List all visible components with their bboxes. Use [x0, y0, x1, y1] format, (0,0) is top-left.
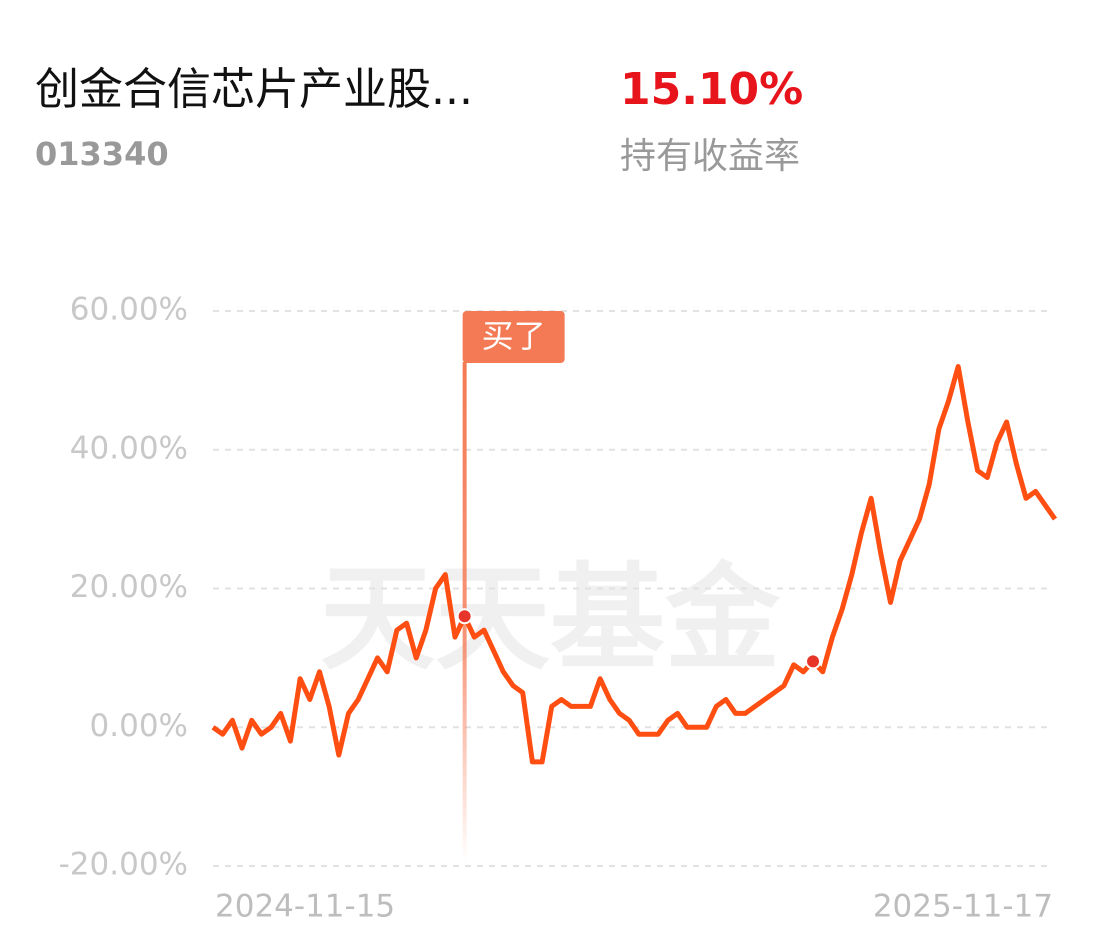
- y-tick-label: 40.00%: [70, 430, 188, 466]
- return-label: 持有收益率: [620, 136, 800, 177]
- x-tick-label: 2025-11-17: [873, 889, 1053, 925]
- x-tick-label: 2024-11-15: [215, 889, 395, 925]
- buy-tag-label: 买了: [482, 317, 546, 355]
- trade-dot: [805, 653, 822, 670]
- price-line: [211, 364, 1058, 765]
- y-tick-label: 20.00%: [70, 569, 188, 605]
- buy-tag: [462, 311, 565, 363]
- y-tick-label: -20.00%: [59, 847, 188, 883]
- trade-dot: [456, 608, 473, 625]
- y-tick-label: 0.00%: [90, 708, 188, 744]
- return-value: 15.10%: [620, 64, 803, 115]
- fund-title: 创金合信芯片产业股...: [35, 64, 473, 115]
- fund-code: 013340: [35, 135, 169, 173]
- watermark: 天天基金: [320, 551, 781, 686]
- y-tick-label: 60.00%: [70, 292, 188, 328]
